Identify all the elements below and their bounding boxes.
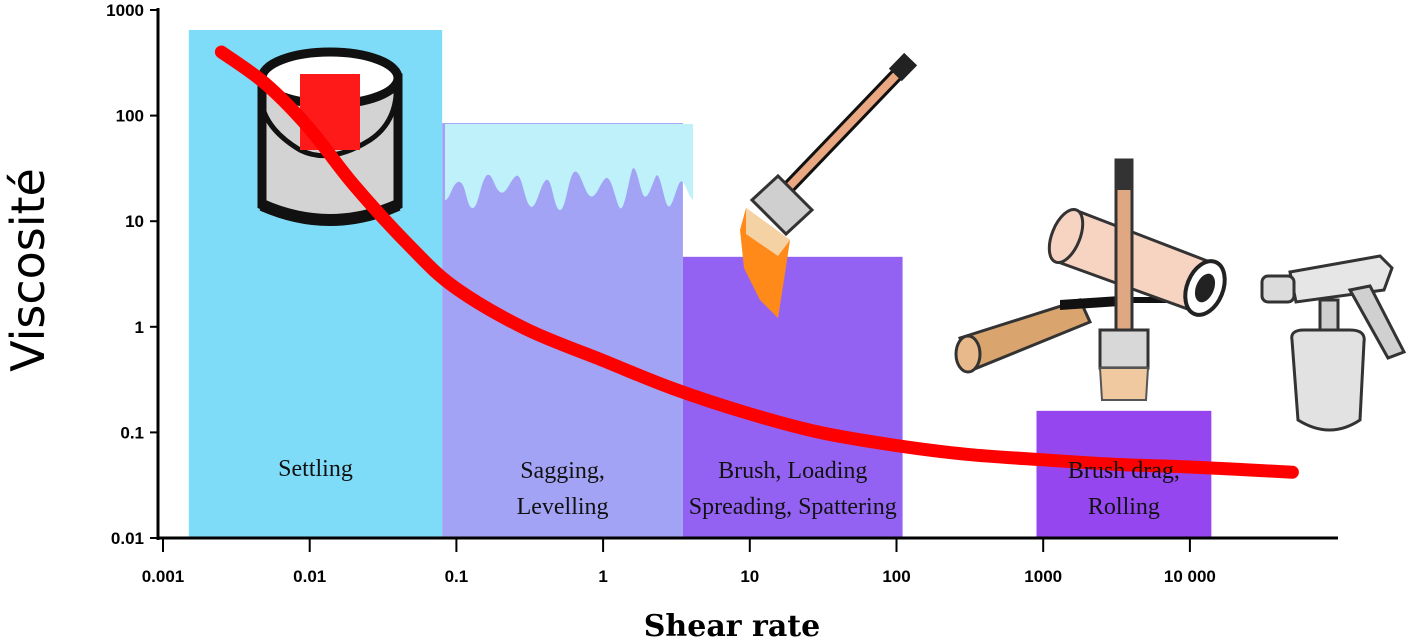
- small-brush-illustration: [1098, 158, 1150, 401]
- viscosity-curve: [214, 45, 1299, 479]
- region-labels: Settling Sagging, Levelling Brush, Loading S…: [278, 456, 1180, 520]
- y-tick-label: 0.1: [120, 423, 144, 442]
- paint-can-illustration: [257, 47, 403, 226]
- region-label-2-line-1: Sagging,: [520, 458, 605, 484]
- x-axis-title: Shear rate: [644, 609, 820, 643]
- region-label-1-line-1: Settling: [278, 456, 353, 482]
- y-tick-label: 1000: [106, 1, 144, 20]
- y-axis-title: Viscosité: [1, 168, 55, 372]
- sagging-drip-decoration: [445, 124, 693, 210]
- x-ticks: 0.001 0.01 0.1 1 10 100 1000 10 000: [142, 538, 1216, 586]
- x-tick-label: 1000: [1024, 567, 1062, 586]
- spray-gun-illustration: [1260, 254, 1407, 432]
- region-bar-3: [682, 256, 903, 538]
- y-tick-label: 1: [135, 318, 144, 337]
- y-tick-label: 100: [116, 107, 144, 126]
- x-tick-label: 0.01: [293, 567, 326, 586]
- region-label-4-line-1: Brush drag,: [1068, 458, 1180, 484]
- x-tick-label: 1: [598, 567, 607, 586]
- x-tick-label: 0.001: [142, 567, 185, 586]
- y-ticks: 1000 100 10 1 0.1 0.01: [106, 1, 158, 548]
- region-label-3-line-2: Spreading, Spattering: [689, 494, 897, 520]
- region-label-4-line-2: Rolling: [1088, 494, 1160, 520]
- paint-roller-illustration: [954, 208, 1227, 374]
- x-tick-label: 100: [882, 567, 910, 586]
- region-label-3-line-1: Brush, Loading: [718, 458, 867, 484]
- x-tick-label: 0.1: [445, 567, 469, 586]
- y-tick-label: 0.01: [111, 529, 144, 548]
- y-tick-label: 10: [125, 212, 144, 231]
- region-bar-4: [1036, 410, 1212, 538]
- x-tick-label: 10 000: [1164, 567, 1216, 586]
- x-tick-label: 10: [740, 567, 759, 586]
- paint-brush-illustration: [740, 52, 918, 318]
- region-label-2-line-2: Levelling: [517, 494, 609, 520]
